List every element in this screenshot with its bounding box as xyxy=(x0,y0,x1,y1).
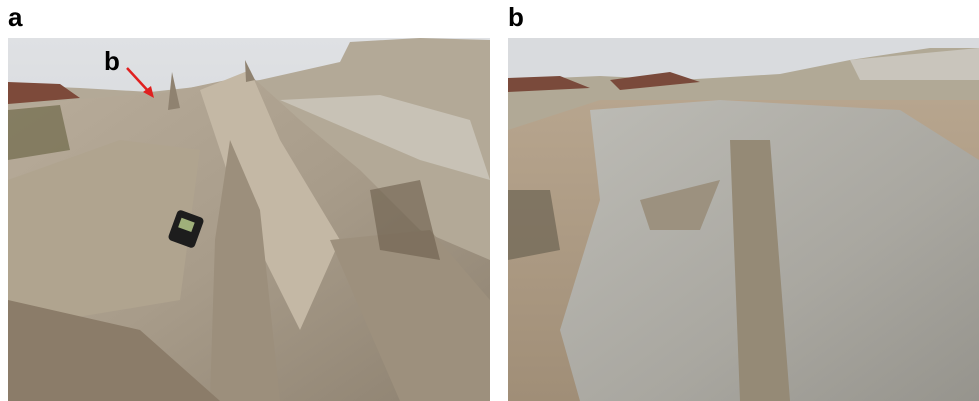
photo-a xyxy=(8,38,490,401)
panel-label: a xyxy=(8,2,23,32)
photo-b xyxy=(508,38,979,401)
figure: a b b xyxy=(0,0,979,401)
annotation-label: b xyxy=(104,46,120,76)
panel-label: b xyxy=(508,2,524,32)
